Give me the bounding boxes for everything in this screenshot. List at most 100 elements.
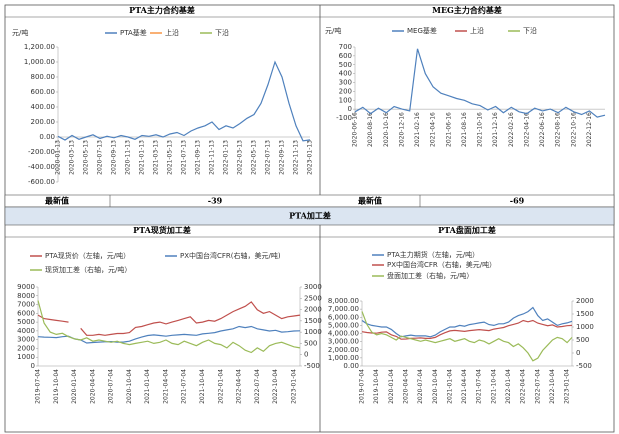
x-tick-label: 2020-04-04 xyxy=(89,369,96,404)
y-axis-label: 元/吨 xyxy=(12,28,28,37)
x-tick-label: 2022-02-16 xyxy=(508,112,515,147)
y-tick-label: 9000 xyxy=(17,283,35,291)
y-tick-label: -600.00 xyxy=(28,178,55,186)
y-tick-label: 1,000.00 xyxy=(24,58,55,66)
y-axis-label: 元/吨 xyxy=(325,26,341,35)
y-tick-label: 400 xyxy=(339,70,352,78)
y-tick-label: 3,000.00 xyxy=(328,338,359,346)
y-tick-label: 6000 xyxy=(17,309,35,317)
y-tick-label: 7000 xyxy=(17,301,35,309)
x-tick-label: 2020-01-13 xyxy=(55,140,62,175)
x-tick-label: 2021-11-13 xyxy=(209,140,216,175)
series-line xyxy=(37,300,301,354)
x-tick-label: 2022-06-16 xyxy=(539,112,546,147)
x-tick-label: 2021-07-04 xyxy=(476,369,483,404)
x-tick-label: 2023-01-04 xyxy=(564,369,571,404)
y-tick-label: 0 xyxy=(348,105,352,113)
summary-value: -69 xyxy=(510,196,525,206)
x-tick-label: 2022-03-13 xyxy=(237,140,244,175)
legend-label: MEG基差 xyxy=(407,26,437,35)
x-tick-label: 2021-09-13 xyxy=(195,140,202,175)
x-tick-label: 2020-01-04 xyxy=(71,369,78,404)
y-tick-label: 5,000.00 xyxy=(328,321,359,329)
y-tick-label: 600 xyxy=(339,52,352,60)
x-tick-label: 2021-02-16 xyxy=(414,112,421,147)
legend-label: PTA基差 xyxy=(120,28,147,37)
y-tick-label: 100 xyxy=(339,96,352,104)
y2-tick-label: 0 xyxy=(304,351,308,359)
section-title: PTA加工差 xyxy=(289,211,331,221)
x-tick-label: 2021-07-04 xyxy=(181,369,188,404)
series-line xyxy=(57,60,311,142)
section-band xyxy=(4,206,615,226)
chart-title: PTA盘面加工差 xyxy=(438,225,496,235)
chart-title: PTA主力合约基差 xyxy=(129,5,195,15)
chart-title: PTA现货加工差 xyxy=(133,225,191,235)
x-tick-label: 2020-10-16 xyxy=(383,112,390,147)
x-tick-label: 2022-05-13 xyxy=(251,140,258,175)
y-tick-label: 300 xyxy=(339,79,352,87)
x-tick-label: 2022-01-13 xyxy=(223,140,230,175)
x-tick-label: 2019-07-04 xyxy=(359,369,366,404)
y2-tick-label: -500 xyxy=(576,362,592,370)
y-tick-label: 0 xyxy=(31,362,35,370)
x-tick-label: 2021-06-16 xyxy=(445,112,452,147)
y2-tick-label: 500 xyxy=(304,339,317,347)
x-tick-label: 2019-10-04 xyxy=(373,369,380,404)
y-tick-label: 1,000.00 xyxy=(328,354,359,362)
y-tick-label: 1000 xyxy=(17,353,35,361)
y2-tick-label: 2000 xyxy=(576,297,594,305)
x-tick-label: 2019-07-04 xyxy=(35,369,42,404)
y2-tick-label: -500 xyxy=(304,362,320,370)
x-tick-label: 2022-01-04 xyxy=(217,369,224,404)
x-tick-label: 2021-01-13 xyxy=(139,140,146,175)
x-tick-label: 2020-12-16 xyxy=(398,112,405,147)
series-line xyxy=(361,311,573,362)
y-tick-label: 3000 xyxy=(17,336,35,344)
y-tick-label: 600.00 xyxy=(31,88,56,96)
series-line xyxy=(37,325,301,344)
y-tick-label: 7,000.00 xyxy=(328,305,359,313)
series-line xyxy=(361,319,573,340)
legend-label: PX中国台湾CFR（右轴，美元/吨） xyxy=(387,260,496,269)
y-tick-label: -100 xyxy=(336,114,352,122)
x-tick-label: 2020-07-04 xyxy=(108,369,115,404)
y2-tick-label: 2500 xyxy=(304,294,322,302)
y2-tick-label: 1000 xyxy=(576,323,594,331)
x-tick-label: 2021-04-04 xyxy=(461,369,468,404)
y2-tick-label: 1500 xyxy=(304,317,322,325)
x-tick-label: 2020-10-04 xyxy=(126,369,133,404)
y-tick-label: 500 xyxy=(339,61,352,69)
legend-label: PTA主力期货（左轴，元/吨） xyxy=(387,250,479,259)
y-tick-label: 200 xyxy=(339,87,352,95)
x-tick-label: 2021-05-13 xyxy=(167,140,174,175)
legend-label: 现货加工差（右轴，元/吨） xyxy=(45,265,131,274)
legend-label: 上沿 xyxy=(165,28,179,37)
x-tick-label: 2020-04-04 xyxy=(402,369,409,404)
x-tick-label: 2022-04-04 xyxy=(236,369,243,404)
x-tick-label: 2020-03-13 xyxy=(69,140,76,175)
x-tick-label: 2022-04-04 xyxy=(520,369,527,404)
y2-tick-label: 3000 xyxy=(304,283,322,291)
y2-tick-label: 500 xyxy=(576,336,589,344)
x-tick-label: 2022-12-16 xyxy=(586,112,593,147)
series-line xyxy=(354,48,606,118)
legend-label: PTA现货价（左轴，元/吨） xyxy=(45,251,130,260)
legend-label: 下沿 xyxy=(523,26,537,35)
x-tick-label: 2021-04-16 xyxy=(430,112,437,147)
x-tick-label: 2020-05-13 xyxy=(83,140,90,175)
summary-value: -39 xyxy=(208,196,223,206)
y2-tick-label: 0 xyxy=(576,349,580,357)
y-tick-label: 0.00 xyxy=(39,133,55,141)
x-tick-label: 2022-04-16 xyxy=(523,112,530,147)
x-tick-label: 2021-10-04 xyxy=(199,369,206,404)
x-tick-label: 2021-12-16 xyxy=(492,112,499,147)
y-tick-label: 0.00 xyxy=(343,362,359,370)
y2-tick-label: 1000 xyxy=(304,328,322,336)
y2-tick-label: 1500 xyxy=(576,310,594,318)
x-tick-label: 2021-03-13 xyxy=(153,140,160,175)
x-tick-label: 2021-01-04 xyxy=(446,369,453,404)
summary-label: 最新值 xyxy=(358,196,382,206)
series-line xyxy=(361,306,573,338)
